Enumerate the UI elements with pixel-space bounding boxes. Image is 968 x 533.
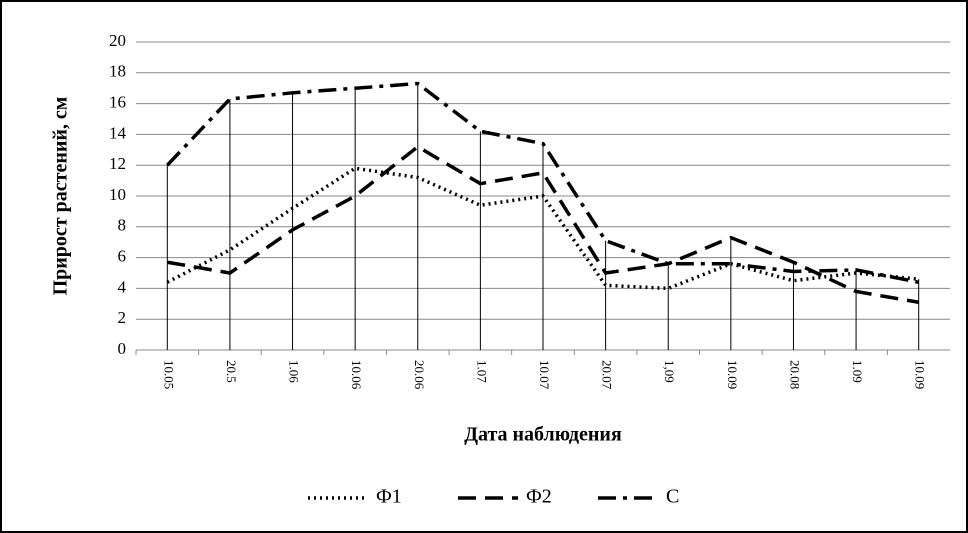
x-tick-label: 20.06 [412,360,427,390]
series-line [167,144,919,304]
x-tick-label: 1.09 [850,360,865,383]
series-line [166,81,920,284]
legend-label: С [666,486,679,508]
x-tick-label: 20.07 [600,360,615,390]
x-tick-label: 20.08 [787,360,802,389]
x-tick-label: 10.06 [349,360,364,390]
x-tick-label: 1,09 [662,360,677,383]
x-tick-label: 1.06 [287,360,302,383]
x-tick-label: 10.05 [161,360,176,389]
x-axis-title: Дата наблюдения [464,424,622,446]
y-tick-label: 20 [109,31,126,50]
y-tick-label: 0 [118,339,127,358]
y-tick-label: 12 [109,154,126,173]
y-tick-label: 6 [118,247,127,266]
x-tick-label: 20.5 [224,360,239,383]
series-line [166,166,919,291]
x-tick-label: 1.07 [474,360,489,383]
y-tick-label: 8 [118,216,127,235]
y-tick-label: 4 [118,277,127,296]
y-tick-label: 18 [109,62,126,81]
legend-label: Ф1 [376,486,402,508]
y-tick-label: 10 [109,185,126,204]
y-tick-label: 16 [109,93,126,112]
x-tick-label: 10.09 [725,360,740,389]
x-tick-label: 10.09 [913,360,928,389]
legend-label: Ф2 [526,486,552,508]
y-tick-label: 2 [118,308,127,327]
x-tick-label: 10.07 [537,360,552,390]
y-axis-title: Прирост растений, см [50,97,72,296]
y-tick-label: 14 [109,123,127,142]
